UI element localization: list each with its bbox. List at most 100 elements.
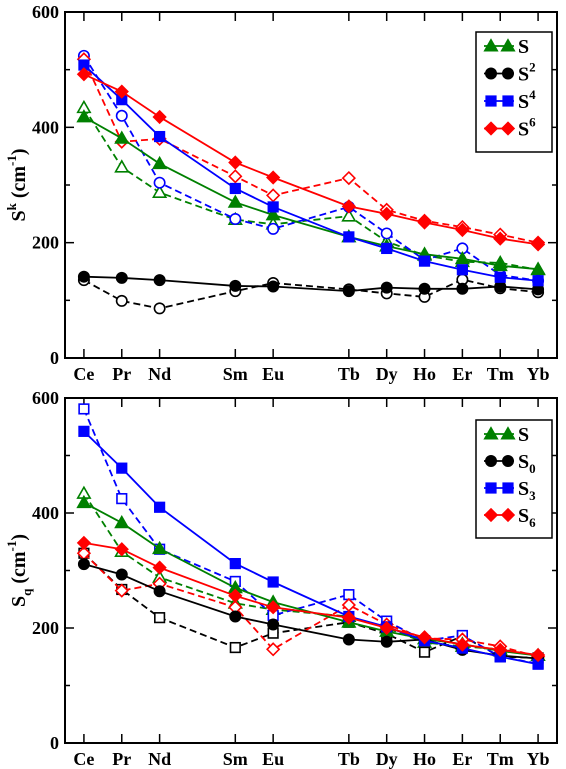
series-3 <box>76 67 546 252</box>
data-point <box>227 194 243 208</box>
data-point <box>380 281 393 294</box>
data-point <box>342 633 355 646</box>
bottom-panel: 0 200 400 600 Ce Pr Nd Sm Eu Tb Dy Ho Er Tm Yb Sq (cm-1… <box>4 388 558 769</box>
x-tick-label: Tb <box>338 364 360 384</box>
legend-label-sub: 3 <box>529 488 536 503</box>
series-7 <box>76 52 546 250</box>
data-point <box>77 270 90 283</box>
data-point <box>152 109 167 125</box>
data-point <box>341 170 356 186</box>
data-point <box>115 294 128 307</box>
y-axis-label-unit: (cm <box>8 166 30 204</box>
data-point <box>493 231 508 246</box>
legend-label-main: S <box>518 451 529 473</box>
data-point <box>418 282 431 295</box>
series-2 <box>78 59 544 287</box>
data-point <box>78 425 90 437</box>
x-tick-label: Ho <box>413 749 436 769</box>
x-tick-label: Ce <box>73 749 94 769</box>
legend-label: S3 <box>518 478 536 503</box>
legend-label: S <box>518 36 529 58</box>
data-point <box>116 493 128 505</box>
data-point <box>229 182 241 195</box>
data-point <box>456 282 469 295</box>
data-point <box>341 597 356 613</box>
top-panel: 0 200 400 600 Ce Pr Nd Sm Eu Tb Dy Ho Er Tm Yb Sk (cm-1… <box>4 2 558 384</box>
y-tick-label: 400 <box>32 503 59 523</box>
x-tick-label: Er <box>452 364 472 384</box>
legend-label-main: S <box>518 36 529 58</box>
data-point <box>379 206 394 221</box>
legend-label-main: S <box>518 64 529 86</box>
x-tick-label: Ho <box>413 364 436 384</box>
data-point <box>530 647 546 663</box>
legend-marker <box>483 426 499 440</box>
legend-label: S2 <box>518 60 536 86</box>
data-point <box>266 170 281 185</box>
y-axis-label-sup: k <box>4 202 19 210</box>
legend-marker <box>483 507 499 523</box>
data-point <box>229 213 242 226</box>
x-tick-label: Tm <box>487 364 514 384</box>
legend-marker <box>500 38 516 52</box>
x-tick-label: Sm <box>223 749 248 769</box>
data-point <box>152 560 167 575</box>
series-line <box>83 275 539 293</box>
data-point <box>76 494 92 509</box>
legend-marker <box>500 507 516 523</box>
series-1 <box>77 270 545 298</box>
data-point <box>115 109 128 122</box>
y-tick-label: 600 <box>32 388 59 408</box>
legend-label: S0 <box>518 451 536 476</box>
data-point <box>267 618 280 631</box>
legend-marker <box>484 454 497 467</box>
y-tick-label: 200 <box>32 233 59 253</box>
legend-marker <box>501 454 514 467</box>
y-tick-label: 0 <box>50 733 59 753</box>
data-point <box>266 188 281 203</box>
legend-label-main: S <box>518 424 529 446</box>
legend-marker <box>500 426 516 440</box>
x-tick-label: Tb <box>338 749 360 769</box>
data-point <box>381 242 393 255</box>
y-tick-label: 200 <box>32 618 59 638</box>
data-point <box>115 271 128 284</box>
data-point <box>114 583 129 598</box>
legend-marker <box>501 67 514 80</box>
legend-label-main: S <box>518 119 529 141</box>
series-4 <box>76 485 546 662</box>
legend-marker <box>485 95 497 107</box>
data-point <box>267 222 280 235</box>
x-tick-label: Eu <box>262 364 284 384</box>
legend-label: S <box>518 424 529 446</box>
series-line <box>83 107 539 271</box>
data-point <box>265 207 281 221</box>
data-point <box>418 255 431 267</box>
data-point <box>454 251 470 265</box>
series-line <box>83 55 539 282</box>
legend-marker <box>483 38 499 52</box>
data-point <box>494 271 506 283</box>
data-point <box>152 540 168 555</box>
data-point <box>341 208 357 222</box>
data-point <box>228 155 243 170</box>
data-point <box>532 275 544 287</box>
data-point <box>76 67 92 82</box>
data-point <box>152 184 168 198</box>
data-point <box>266 600 281 615</box>
legend-marker <box>502 95 514 107</box>
legend-label-sub: 6 <box>529 515 536 530</box>
x-tick-label: Tm <box>487 749 514 769</box>
legend-label: S6 <box>518 505 536 530</box>
series-line <box>83 408 539 665</box>
data-point <box>418 646 431 658</box>
y-axis-label-close: ) <box>8 534 30 541</box>
legend-label-main: S <box>518 478 529 500</box>
data-point <box>228 588 243 603</box>
legend-label-main: S <box>518 91 529 113</box>
data-point <box>493 642 508 657</box>
data-point <box>76 535 92 551</box>
legend-label: S6 <box>518 115 536 141</box>
x-tick-label: Dy <box>376 749 398 769</box>
series-line <box>83 58 539 244</box>
